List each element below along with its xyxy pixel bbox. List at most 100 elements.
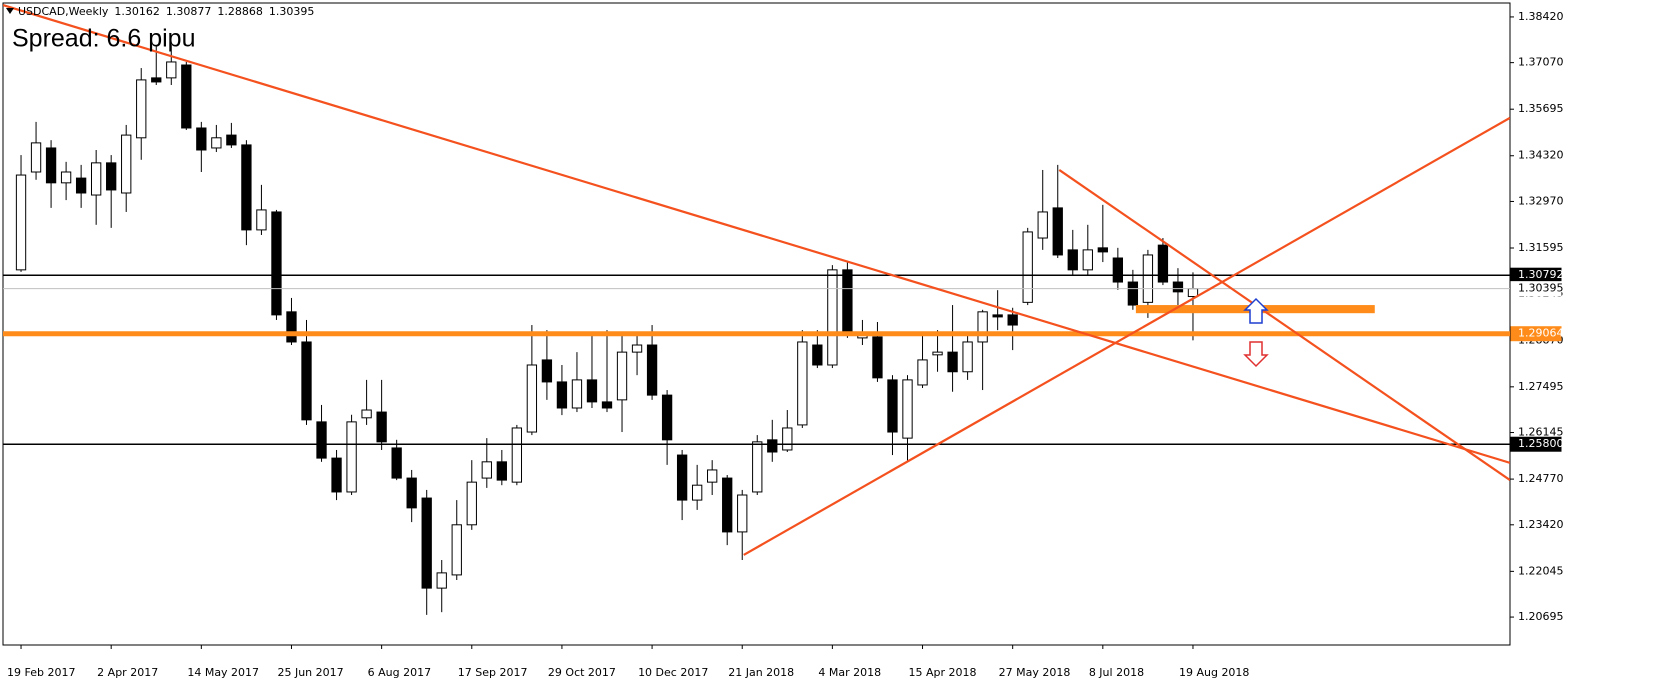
candle-body	[241, 144, 252, 231]
price-label-box	[1510, 281, 1562, 297]
candle-body	[421, 497, 432, 589]
chart-header: USDCAD,Weekly 1.30162 1.30877 1.28868 1.3039…	[18, 5, 314, 18]
price-label: 1.30395	[1518, 282, 1564, 295]
price-label: 1.30792	[1518, 268, 1564, 281]
candle-body	[661, 394, 673, 441]
y-tick-label: 1.20695	[1518, 610, 1564, 623]
candle-body	[992, 314, 1003, 318]
candle-body	[737, 494, 748, 533]
price-label-box	[1510, 326, 1562, 342]
candle-body	[451, 524, 462, 576]
y-tick-label: 1.32970	[1518, 194, 1564, 207]
spread-label: Spread: 6.6 pipu	[12, 25, 195, 53]
candle-body	[526, 364, 538, 433]
candle-body	[887, 379, 898, 433]
candle-body	[466, 481, 477, 526]
y-tick-label: 1.22045	[1518, 564, 1564, 577]
candle-body	[1037, 211, 1048, 239]
candle-body	[15, 174, 27, 271]
candle-body	[752, 441, 763, 493]
y-tick-label: 1.27495	[1518, 380, 1564, 393]
candle-body	[676, 454, 688, 501]
y-tick-label: 1.24770	[1518, 472, 1564, 485]
symbol: USDCAD,Weekly	[18, 5, 109, 18]
x-tick-label: 25 Jun 2017	[277, 666, 343, 679]
candle-body	[226, 134, 237, 146]
candle-body	[121, 134, 132, 194]
candle-body	[316, 421, 327, 459]
x-tick-label: 4 Mar 2018	[818, 666, 881, 679]
candle-body	[211, 137, 222, 149]
candle-body	[827, 269, 838, 366]
x-tick-label: 29 Oct 2017	[548, 666, 616, 679]
candle-body	[767, 439, 778, 453]
candle-body	[631, 344, 643, 353]
candle-body	[707, 469, 718, 483]
candle-body	[1172, 281, 1184, 293]
candle-body	[1142, 254, 1154, 303]
candle-body	[932, 351, 943, 356]
y-tick-label: 1.38420	[1518, 10, 1564, 23]
close-value: 1.30395	[269, 5, 315, 18]
trendline	[1058, 169, 1510, 482]
candle-body	[947, 351, 958, 373]
candle-body	[196, 127, 207, 151]
candle-body	[60, 171, 72, 184]
open-value: 1.30162	[114, 5, 160, 18]
candle-body	[722, 477, 733, 533]
candle-body	[346, 421, 357, 493]
x-tick-label: 17 Sep 2017	[458, 666, 528, 679]
candle-body	[616, 351, 628, 401]
candle-body	[166, 61, 177, 79]
candle-body	[797, 341, 808, 426]
y-tick-label: 1.31595	[1518, 241, 1564, 254]
y-tick-label: 1.23420	[1518, 518, 1564, 531]
x-tick-label: 19 Aug 2018	[1179, 666, 1249, 679]
candle-body	[782, 427, 793, 451]
x-tick-label: 27 May 2018	[999, 666, 1071, 679]
down-arrow	[1243, 341, 1269, 368]
candle-body	[1067, 249, 1078, 271]
candle-body	[1052, 207, 1063, 256]
candle-body	[1127, 281, 1139, 306]
candle-body	[691, 484, 703, 501]
candle-body	[977, 311, 988, 343]
candle-body	[376, 411, 387, 443]
candle-body	[181, 64, 192, 129]
plot-frame	[2, 2, 1511, 646]
x-tick-label: 21 Jan 2018	[728, 666, 794, 679]
candle-body	[361, 409, 372, 419]
candle-body	[872, 336, 883, 379]
x-tick-label: 6 Aug 2017	[368, 666, 431, 679]
candle-body	[1112, 257, 1124, 283]
candle-body	[256, 209, 267, 231]
candle-body	[406, 477, 417, 509]
y-tick-label: 1.34320	[1518, 149, 1564, 162]
candle-body	[571, 379, 583, 409]
trendline	[3, 4, 1510, 464]
candle-body	[1022, 231, 1033, 303]
x-tick-label: 10 Dec 2017	[638, 666, 708, 679]
candle-body	[511, 427, 523, 483]
candle-body	[481, 461, 492, 479]
candle-body	[1097, 247, 1108, 253]
y-tick-label: 1.37070	[1518, 56, 1564, 69]
candle-body	[286, 311, 297, 343]
marks	[3, 4, 1510, 615]
candle-body	[301, 341, 312, 421]
candle-body	[917, 359, 928, 386]
candle-body	[541, 359, 553, 383]
candle-body	[436, 572, 447, 589]
candle-body	[496, 461, 507, 481]
candle-body	[151, 77, 162, 83]
candle-body	[962, 341, 973, 373]
price-label: 1.25800	[1518, 437, 1564, 450]
candle-body	[586, 379, 598, 403]
price-label: 1.29064	[1518, 327, 1564, 340]
candle-body	[646, 344, 658, 396]
candle-body	[331, 457, 342, 493]
high-value: 1.30877	[166, 5, 212, 18]
candle-body	[30, 142, 42, 173]
